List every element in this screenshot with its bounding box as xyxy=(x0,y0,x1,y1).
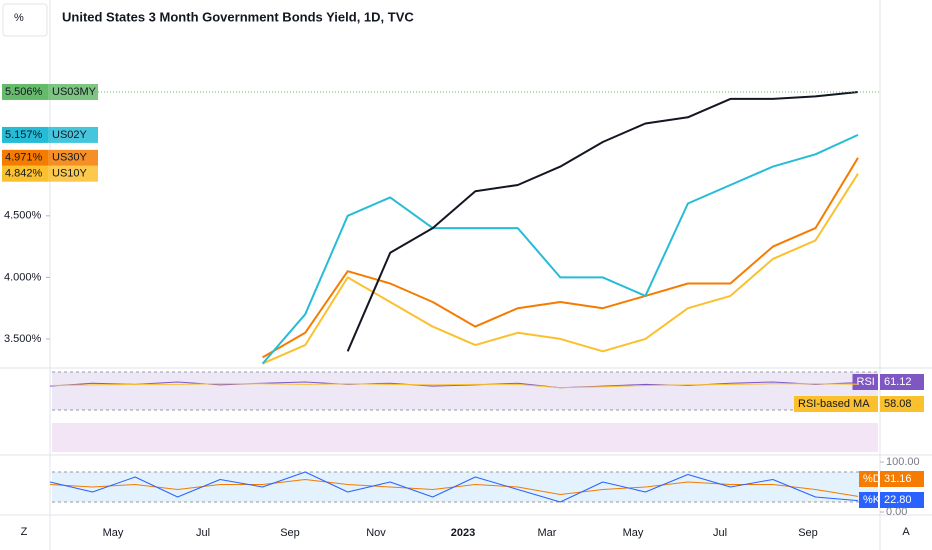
indicator-line xyxy=(49,471,859,503)
price-label-box xyxy=(2,149,48,166)
indicator-value-box xyxy=(880,374,924,390)
indicator-value-box xyxy=(880,492,924,508)
price-label-box xyxy=(2,83,48,100)
series-line xyxy=(262,157,859,359)
indicator-value: 61.12 xyxy=(884,376,912,388)
price-label: 4.842% xyxy=(5,168,43,180)
x-tick-label: Jul xyxy=(196,527,210,539)
x-tick-label: May xyxy=(103,527,124,539)
y-tick-label: 3.500% xyxy=(4,333,42,345)
series-name: US03MY xyxy=(52,86,97,98)
indicator-value: 31.16 xyxy=(884,473,912,485)
indicator-name: RSI-based MA xyxy=(798,398,870,410)
series-name-box xyxy=(48,83,98,100)
series-name-box xyxy=(48,149,98,166)
zoom-button[interactable]: Z xyxy=(21,526,28,538)
indicator-line xyxy=(49,383,859,389)
y-tick-label: 4.000% xyxy=(4,271,42,283)
auto-button[interactable]: A xyxy=(902,526,910,538)
price-label-box xyxy=(2,165,48,182)
indicator-line xyxy=(49,381,859,389)
stoch-tick-label: 100.00 xyxy=(886,456,920,468)
indicator-value: 22.80 xyxy=(884,494,912,506)
rsi-band-2 xyxy=(52,423,878,452)
price-label: 4.971% xyxy=(5,152,43,164)
rsi-band xyxy=(52,372,878,410)
series-name: US30Y xyxy=(52,152,88,164)
x-tick-label: Mar xyxy=(538,527,557,539)
indicator-name-box xyxy=(794,396,878,412)
series-line xyxy=(261,133,859,365)
x-tick-label: Nov xyxy=(366,527,386,539)
x-tick-label: Jul xyxy=(713,527,727,539)
indicator-value: 58.08 xyxy=(884,398,912,410)
x-tick-label: Sep xyxy=(280,527,300,539)
indicator-name-box xyxy=(859,492,878,508)
indicator-name: RSI xyxy=(857,376,875,388)
scale-button-frame[interactable] xyxy=(2,3,48,37)
scale-button[interactable]: % xyxy=(14,12,24,24)
x-tick-label: 2023 xyxy=(451,527,475,539)
series-name-box xyxy=(48,165,98,182)
x-tick-label: Sep xyxy=(798,527,818,539)
indicator-name-box xyxy=(852,374,878,390)
series-name: US02Y xyxy=(52,129,88,141)
stoch-tick-label: 0.00 xyxy=(886,506,907,518)
stoch-band xyxy=(52,472,878,502)
indicator-name: %K xyxy=(863,494,881,506)
series-line xyxy=(346,91,859,352)
z-button-frame[interactable] xyxy=(4,522,44,546)
price-label: 5.157% xyxy=(5,129,43,141)
y-tick-label: 4.500% xyxy=(4,210,42,222)
series-line xyxy=(262,173,859,365)
price-label-box xyxy=(2,126,48,143)
chart-title: United States 3 Month Government Bonds Y… xyxy=(62,9,414,24)
series-name-box xyxy=(48,126,98,143)
price-label: 5.506% xyxy=(5,86,43,98)
indicator-name-box xyxy=(859,471,878,487)
x-tick-label: May xyxy=(623,527,644,539)
indicator-value-box xyxy=(880,396,924,412)
indicator-value-box xyxy=(880,471,924,487)
indicator-name: %D xyxy=(863,473,881,485)
series-name: US10Y xyxy=(52,168,88,180)
